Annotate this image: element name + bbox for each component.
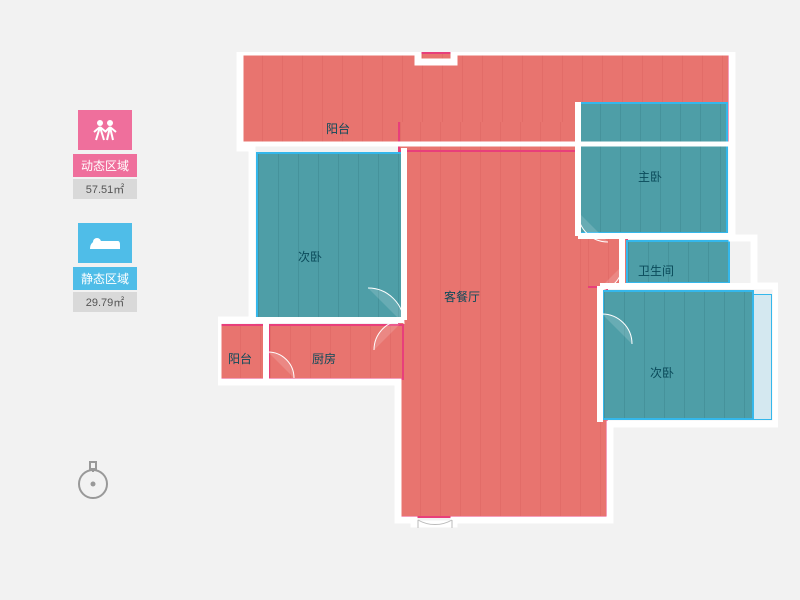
legend-dynamic-value: 57.51㎡: [73, 179, 137, 199]
label-bed2-left: 次卧: [298, 248, 322, 265]
legend-dynamic: 动态区域 57.51㎡: [60, 110, 150, 199]
legend-static-value: 29.79㎡: [73, 292, 137, 312]
floor-plan: 阳台 阳台 厨房 客餐厅 次卧 主卧 卫生间 次卧: [218, 52, 778, 528]
label-balcony-top: 阳台: [326, 120, 350, 137]
legend: 动态区域 57.51㎡ 静态区域 29.79㎡: [60, 110, 150, 336]
label-bed2-right: 次卧: [650, 364, 674, 381]
label-living: 客餐厅: [444, 288, 480, 305]
people-icon: [78, 110, 132, 150]
room-living-ext: [588, 234, 628, 288]
room-bed2-left: [256, 152, 404, 320]
legend-dynamic-title: 动态区域: [73, 154, 137, 177]
label-kitchen: 厨房: [312, 350, 336, 367]
label-balcony-left: 阳台: [228, 350, 252, 367]
room-living: [398, 150, 608, 518]
legend-static: 静态区域 29.79㎡: [60, 223, 150, 312]
label-bath: 卫生间: [638, 262, 674, 279]
room-bed2-right: [602, 290, 754, 420]
legend-static-title: 静态区域: [73, 267, 137, 290]
label-bed-master: 主卧: [638, 168, 662, 185]
room-balcony-right: [752, 294, 772, 420]
sleep-icon: [78, 223, 132, 263]
compass-icon: [75, 460, 111, 496]
